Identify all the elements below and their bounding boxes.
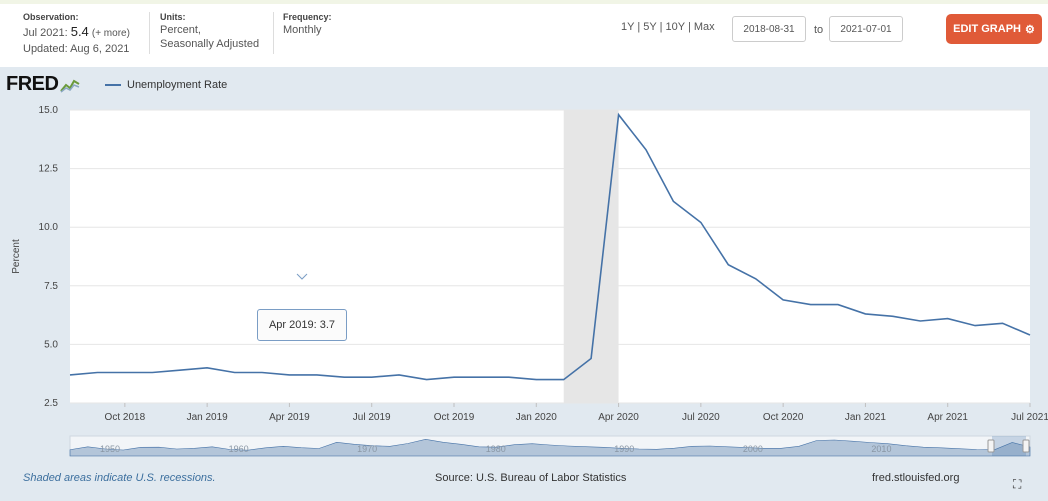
tooltip-pointer bbox=[296, 273, 308, 280]
frequency-block: Frequency: Monthly bbox=[283, 12, 332, 36]
divider bbox=[149, 12, 150, 54]
observation-period: Jul 2021: bbox=[23, 27, 68, 39]
observation-more-link[interactable]: (+ more) bbox=[91, 28, 130, 39]
range-5y-button[interactable]: 5Y bbox=[643, 21, 657, 33]
x-tick-label: Apr 2019 bbox=[269, 412, 310, 423]
y-tick-label: 7.5 bbox=[44, 281, 58, 292]
units-line2: Seasonally Adjusted bbox=[160, 38, 260, 50]
fred-logo[interactable]: FRED bbox=[6, 73, 80, 96]
top-accent-bar bbox=[0, 0, 1048, 4]
navigator-handle-left bbox=[987, 439, 995, 453]
fred-site-link[interactable]: fred.stlouisfed.org bbox=[872, 472, 960, 484]
series-line bbox=[69, 112, 1031, 381]
recession-note: Shaded areas indicate U.S. recessions. bbox=[23, 472, 216, 484]
navigator-area bbox=[69, 438, 1031, 457]
updated-date: Updated: Aug 6, 2021 bbox=[23, 43, 130, 55]
end-date-input[interactable] bbox=[829, 16, 903, 42]
range-selector: 1Y | 5Y | 10Y | Max bbox=[621, 21, 715, 33]
y-tick-label: 2.5 bbox=[44, 398, 58, 409]
units-block: Units: Percent, Seasonally Adjusted bbox=[160, 12, 259, 50]
x-tick-label: Oct 2019 bbox=[434, 412, 475, 423]
start-date-input[interactable] bbox=[732, 16, 806, 42]
tooltip-value: 3.7 bbox=[319, 319, 336, 331]
edit-graph-button[interactable]: EDIT GRAPH ⚙ bbox=[946, 14, 1042, 44]
navigator-selection bbox=[992, 436, 1026, 456]
x-tick-label: Oct 2018 bbox=[105, 412, 146, 423]
y-tick-label: 10.0 bbox=[39, 222, 59, 233]
data-tooltip: Apr 2019: 3.7 bbox=[257, 309, 347, 341]
x-tick-label: Jan 2021 bbox=[845, 412, 887, 423]
fred-logo-text: FRED bbox=[6, 73, 59, 95]
range-separator: | bbox=[687, 21, 691, 33]
tooltip-period: Apr 2019: bbox=[268, 319, 317, 331]
navigator-year-label: 1950 bbox=[100, 444, 120, 454]
y-tick-label: 15.0 bbox=[39, 105, 59, 116]
x-tick-label: Oct 2020 bbox=[763, 412, 804, 423]
y-tick-label: 5.0 bbox=[44, 339, 58, 350]
navigator-year-label: 1970 bbox=[357, 444, 377, 454]
navigator-year-label: 1990 bbox=[614, 444, 634, 454]
legend-swatch bbox=[105, 84, 121, 86]
navigator-year-label: 2000 bbox=[743, 444, 763, 454]
range-max-button[interactable]: Max bbox=[693, 21, 715, 33]
x-tick-label: Jul 2019 bbox=[353, 412, 391, 423]
frequency-label: Frequency: bbox=[283, 12, 332, 22]
x-tick-label: Jan 2019 bbox=[187, 412, 229, 423]
x-tick-label: Jul 2021 bbox=[1011, 412, 1048, 423]
frequency-value: Monthly bbox=[283, 24, 322, 36]
x-tick-label: Apr 2021 bbox=[927, 412, 968, 423]
chart-svg: 2.5 5.0 7.5 10.0 12.5 15.0 Percent Oct 2018 Jan … bbox=[11, 105, 1048, 457]
y-tick-label: 12.5 bbox=[39, 164, 59, 175]
plot-area bbox=[70, 110, 1030, 403]
chart-panel: 2.5 5.0 7.5 10.0 12.5 15.0 Percent Oct 2018 Jan … bbox=[0, 67, 1048, 501]
x-tick-label: Jan 2020 bbox=[516, 412, 558, 423]
fullscreen-icon[interactable]: ⛶ bbox=[1013, 477, 1022, 491]
observation-label: Observation: bbox=[23, 12, 79, 22]
observation-value: 5.4 bbox=[70, 24, 89, 39]
observation-block: Observation: Jul 2021: 5.4 (+ more) Upda… bbox=[23, 12, 130, 55]
navigator-year-label: 2010 bbox=[871, 444, 891, 454]
navigator-year-label: 1960 bbox=[229, 444, 249, 454]
chart-legend[interactable]: Unemployment Rate bbox=[105, 79, 227, 91]
divider bbox=[273, 12, 274, 54]
y-axis-label: Percent bbox=[11, 239, 22, 274]
range-1y-button[interactable]: 1Y bbox=[621, 21, 635, 33]
x-tick-label: Jul 2020 bbox=[682, 412, 720, 423]
gear-icon: ⚙ bbox=[1024, 23, 1035, 36]
units-label: Units: bbox=[160, 12, 186, 22]
to-label: to bbox=[814, 24, 824, 36]
units-line1: Percent, bbox=[160, 24, 201, 36]
source-note[interactable]: Source: U.S. Bureau of Labor Statistics bbox=[435, 472, 627, 484]
range-10y-button[interactable]: 10Y bbox=[665, 21, 685, 33]
fred-graph-icon bbox=[60, 79, 80, 93]
range-separator: | bbox=[637, 21, 641, 33]
navigator-handle-right bbox=[1022, 439, 1030, 453]
x-tick-label: Apr 2020 bbox=[598, 412, 639, 423]
range-separator: | bbox=[659, 21, 663, 33]
edit-graph-label: EDIT GRAPH bbox=[953, 23, 1021, 35]
navigator-year-label: 1980 bbox=[486, 444, 506, 454]
legend-series-name: Unemployment Rate bbox=[127, 79, 228, 91]
